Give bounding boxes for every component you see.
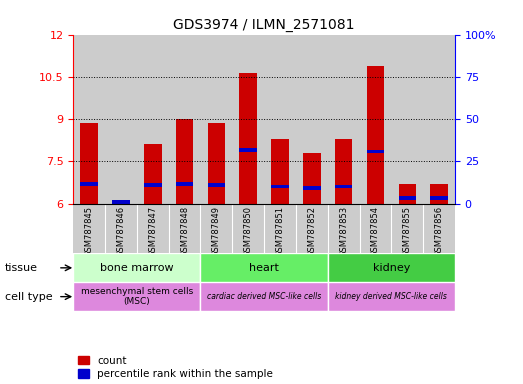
Text: GSM787854: GSM787854 [371, 206, 380, 257]
Bar [328, 204, 360, 253]
Text: GSM787850: GSM787850 [244, 206, 253, 257]
Bar [335, 139, 353, 204]
Bar [232, 35, 264, 204]
Text: GSM787855: GSM787855 [403, 206, 412, 257]
Title: GDS3974 / ILMN_2571081: GDS3974 / ILMN_2571081 [173, 18, 355, 32]
FancyBboxPatch shape [328, 253, 455, 282]
Bar [296, 35, 328, 204]
Bar [264, 204, 296, 253]
Bar [303, 153, 321, 204]
Text: bone marrow: bone marrow [100, 263, 174, 273]
Text: GSM787851: GSM787851 [276, 206, 285, 257]
Bar [73, 35, 105, 204]
Bar [208, 123, 225, 204]
Text: cardiac derived MSC-like cells: cardiac derived MSC-like cells [207, 292, 321, 301]
Bar [200, 204, 232, 253]
Bar [81, 182, 98, 185]
FancyBboxPatch shape [73, 253, 200, 282]
Bar [73, 204, 105, 253]
Bar [137, 35, 168, 204]
Bar [240, 148, 257, 152]
Bar [423, 204, 455, 253]
Text: GSM787852: GSM787852 [308, 206, 316, 257]
Bar [303, 186, 321, 190]
Bar [112, 200, 130, 204]
Bar [208, 184, 225, 187]
Text: kidney: kidney [373, 263, 410, 273]
Bar [176, 182, 194, 185]
Bar [359, 35, 391, 204]
FancyBboxPatch shape [200, 282, 328, 311]
Legend: count, percentile rank within the sample: count, percentile rank within the sample [78, 356, 273, 379]
Text: GSM787845: GSM787845 [85, 206, 94, 257]
Bar [137, 204, 168, 253]
Bar [81, 123, 98, 204]
Bar [335, 185, 353, 189]
Text: GSM787849: GSM787849 [212, 206, 221, 257]
Bar [144, 184, 162, 187]
Bar [367, 150, 384, 153]
Bar [430, 184, 448, 204]
Bar [176, 119, 194, 204]
Bar [271, 139, 289, 204]
Bar [168, 35, 200, 204]
Bar [391, 204, 423, 253]
Text: mesenchymal stem cells
(MSC): mesenchymal stem cells (MSC) [81, 287, 193, 306]
Text: GSM787847: GSM787847 [148, 206, 157, 257]
Bar [112, 201, 130, 204]
FancyBboxPatch shape [73, 282, 200, 311]
Bar [271, 185, 289, 189]
Text: GSM787856: GSM787856 [435, 206, 444, 257]
FancyBboxPatch shape [200, 253, 328, 282]
Bar [105, 35, 137, 204]
Bar [232, 204, 264, 253]
Text: heart: heart [249, 263, 279, 273]
Text: cell type: cell type [5, 291, 53, 302]
Bar [391, 35, 423, 204]
Bar [430, 196, 448, 200]
Text: kidney derived MSC-like cells: kidney derived MSC-like cells [335, 292, 447, 301]
Text: GSM787846: GSM787846 [117, 206, 126, 257]
Bar [399, 184, 416, 204]
Text: tissue: tissue [5, 263, 38, 273]
Bar [240, 73, 257, 204]
Bar [360, 204, 391, 253]
Bar [200, 35, 232, 204]
Bar [399, 196, 416, 200]
Bar [168, 204, 200, 253]
Text: GSM787848: GSM787848 [180, 206, 189, 257]
FancyBboxPatch shape [328, 282, 455, 311]
Bar [105, 204, 137, 253]
Bar [328, 35, 359, 204]
Bar [367, 66, 384, 204]
Text: GSM787853: GSM787853 [339, 206, 348, 257]
Bar [296, 204, 328, 253]
Bar [144, 144, 162, 204]
Bar [264, 35, 296, 204]
Bar [423, 35, 455, 204]
